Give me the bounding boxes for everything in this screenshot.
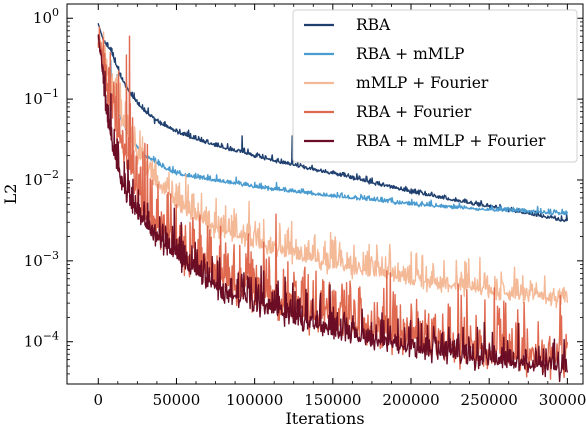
legend-label: mMLP + Fourier — [356, 74, 489, 92]
legend: RBA RBA + mMLP mMLP + Fourier RBA + Four… — [292, 9, 578, 163]
series-line-3 — [97, 26, 569, 380]
y-tick-label: 10−2 — [24, 168, 59, 189]
series-layer — [97, 23, 569, 383]
y-axis-label: L2 — [1, 184, 20, 205]
x-tick-label: 200000 — [382, 391, 439, 409]
legend-entry-mmlp-fourier: mMLP + Fourier — [304, 74, 489, 92]
legend-label: RBA + Fourier — [356, 103, 472, 121]
x-tick-label: 250000 — [461, 391, 518, 409]
y-tick-label: 10−3 — [24, 249, 59, 270]
x-axis-label: Iterations — [285, 409, 364, 428]
legend-entry-rba-mmlp-fourier: RBA + mMLP + Fourier — [304, 132, 546, 150]
ticks-layer: 0 50000 100000 150000 200000 250000 300000 10−4… — [24, 4, 586, 409]
legend-entry-rba: RBA — [304, 16, 391, 34]
y-tick-label: 100 — [33, 6, 59, 27]
legend-label: RBA — [356, 16, 391, 34]
x-tick-label: 150000 — [304, 391, 361, 409]
legend-frame — [292, 9, 578, 163]
series-line-4 — [97, 34, 569, 383]
y-tick-label: 10−4 — [24, 330, 59, 351]
legend-entry-rba-fourier: RBA + Fourier — [304, 103, 472, 121]
legend-entry-rba-mmlp: RBA + mMLP — [304, 45, 464, 63]
legend-label: RBA + mMLP + Fourier — [356, 132, 546, 150]
x-tick-label: 50000 — [153, 391, 201, 409]
series-line-0 — [97, 23, 569, 223]
x-tick-label: 100000 — [226, 391, 283, 409]
plot-frame — [66, 3, 584, 385]
legend-label: RBA + mMLP — [356, 45, 464, 63]
x-tick-label: 300000 — [539, 391, 586, 409]
y-tick-label: 10−1 — [24, 87, 59, 108]
x-tick-label: 0 — [93, 391, 103, 409]
